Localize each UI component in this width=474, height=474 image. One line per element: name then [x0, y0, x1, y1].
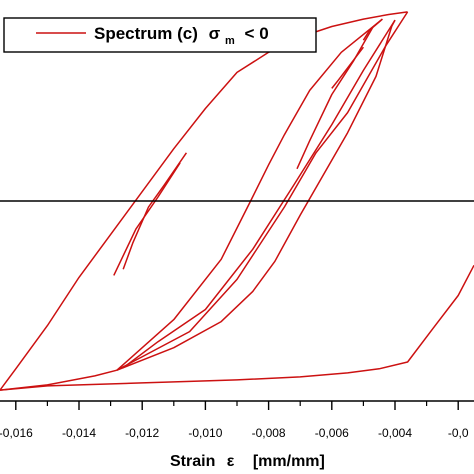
series-line-segment [116, 19, 396, 371]
series-line-segment [116, 18, 383, 371]
series-line-segment [0, 264, 474, 391]
x-axis-title: Strain ε [mm/mm] [170, 453, 325, 470]
series-layer [0, 11, 474, 391]
legend-condition: < 0 [245, 24, 269, 43]
series-line-segment [0, 11, 408, 391]
x-axis-title-unit: [mm/mm] [253, 453, 325, 470]
x-tick-label: -0,008 [252, 426, 286, 440]
series-line-segment [296, 26, 374, 170]
x-tick-label: -0,004 [378, 426, 412, 440]
x-axis-title-word: Strain [170, 453, 215, 470]
legend-name: Spectrum (c) [94, 24, 198, 43]
x-tick-label: -0,012 [125, 426, 159, 440]
x-tick-label: -0,016 [0, 426, 33, 440]
series-line-segment [122, 152, 188, 270]
x-tick-label: -0,006 [315, 426, 349, 440]
legend-box [3, 17, 317, 53]
x-axis-title-symbol: ε [227, 453, 235, 470]
series-line-segment [116, 11, 409, 371]
legend: Spectrum (c) σ m < 0 [3, 17, 317, 53]
x-axis-ticks: -0,016 -0,014 -0,012 -0,010 -0,008 -0,006 -0,0… [0, 401, 469, 440]
x-tick-label: -0,0 [448, 426, 469, 440]
x-tick-label: -0,010 [188, 426, 222, 440]
series-line-segment [122, 19, 396, 369]
legend-label: Spectrum (c) σ m < 0 [94, 24, 269, 48]
series-line-segment [331, 46, 364, 89]
legend-sigma: σ [209, 24, 221, 43]
x-tick-label: -0,014 [62, 426, 96, 440]
legend-subscript: m [225, 35, 235, 47]
series-line-segment [362, 18, 383, 41]
series-line-segment [113, 162, 181, 276]
